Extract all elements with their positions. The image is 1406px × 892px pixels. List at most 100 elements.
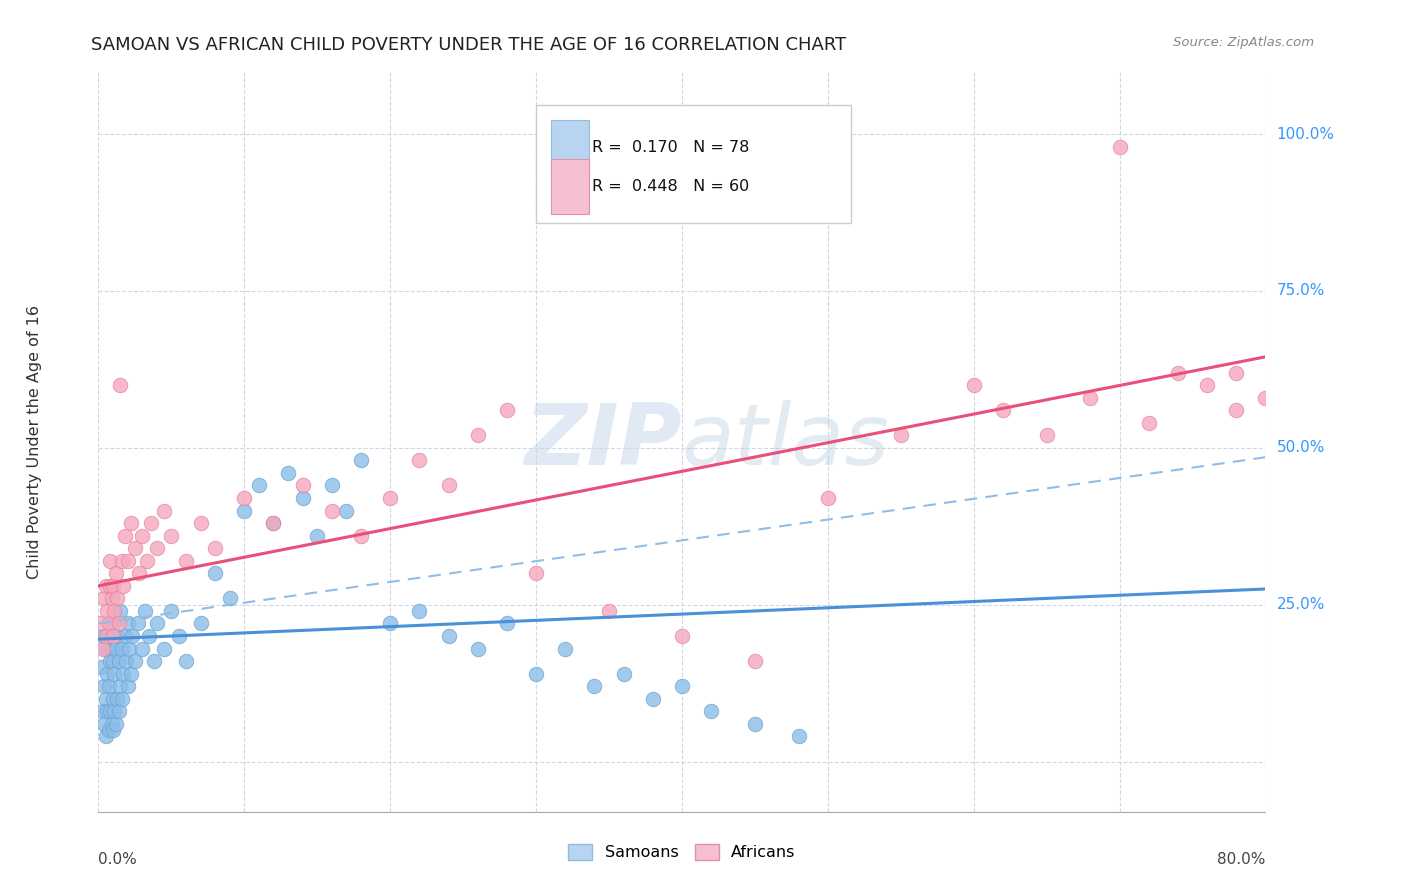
Point (114, 529, 136, 543)
Point (98, 654, 121, 668)
Point (1254, 391, 1277, 405)
Point (90, 660, 112, 674)
Point (321, 503, 343, 517)
Point (890, 428, 912, 442)
Point (1195, 378, 1218, 392)
Point (496, 616, 519, 631)
Point (408, 453, 430, 467)
Point (118, 641, 141, 656)
Point (97, 616, 120, 631)
Point (641, 691, 664, 706)
Point (1035, 428, 1057, 442)
Point (160, 604, 183, 618)
Point (612, 666, 634, 681)
Point (93, 591, 115, 606)
Point (1080, 391, 1102, 405)
Point (139, 516, 162, 530)
Point (124, 654, 146, 668)
FancyBboxPatch shape (551, 159, 589, 213)
Point (111, 554, 134, 568)
Point (101, 654, 124, 668)
FancyBboxPatch shape (551, 120, 589, 175)
Point (120, 666, 142, 681)
Point (105, 629, 128, 643)
Point (97, 723, 120, 738)
Point (100, 591, 122, 606)
Point (117, 616, 139, 631)
Point (190, 516, 212, 530)
Point (111, 691, 134, 706)
Point (671, 629, 693, 643)
Point (101, 579, 124, 593)
Point (114, 629, 136, 643)
FancyBboxPatch shape (536, 104, 851, 223)
Point (817, 491, 839, 505)
Point (153, 641, 176, 656)
Point (467, 428, 489, 442)
Point (105, 691, 128, 706)
Point (101, 629, 124, 643)
Point (117, 554, 139, 568)
Point (598, 604, 620, 618)
Point (110, 604, 132, 618)
Point (111, 641, 134, 656)
Point (138, 629, 160, 643)
Point (350, 529, 373, 543)
Point (100, 717, 122, 731)
Point (93, 717, 115, 731)
Point (110, 679, 132, 693)
Point (128, 566, 150, 581)
Point (105, 591, 128, 606)
Point (991, 403, 1014, 417)
Point (142, 654, 165, 668)
Text: SAMOAN VS AFRICAN CHILD POVERTY UNDER THE AGE OF 16 CORRELATION CHART: SAMOAN VS AFRICAN CHILD POVERTY UNDER TH… (91, 36, 846, 54)
Point (101, 691, 124, 706)
Point (127, 616, 149, 631)
Point (94, 629, 117, 643)
Point (103, 704, 125, 718)
Point (583, 679, 606, 693)
Point (91, 641, 114, 656)
Point (98, 579, 121, 593)
Point (307, 529, 329, 543)
Point (91, 629, 114, 643)
Point (671, 679, 693, 693)
Point (98, 704, 121, 718)
Point (112, 666, 135, 681)
Point (1167, 366, 1189, 380)
Text: Source: ZipAtlas.com: Source: ZipAtlas.com (1174, 36, 1315, 49)
Point (190, 616, 212, 631)
Point (1137, 416, 1160, 430)
Point (94, 691, 117, 706)
Point (174, 554, 197, 568)
Text: 100.0%: 100.0% (1277, 127, 1334, 142)
Point (524, 566, 547, 581)
Text: 80.0%: 80.0% (1218, 853, 1265, 867)
Text: R =  0.448   N = 60: R = 0.448 N = 60 (592, 178, 749, 194)
Point (96, 666, 118, 681)
Point (321, 478, 343, 492)
Point (103, 666, 125, 681)
Point (101, 616, 124, 631)
Point (496, 403, 519, 417)
Point (524, 666, 547, 681)
Point (131, 529, 153, 543)
Point (108, 654, 131, 668)
Point (218, 591, 240, 606)
Point (204, 566, 226, 581)
Point (101, 723, 124, 738)
Point (1225, 366, 1247, 380)
Point (204, 541, 226, 556)
Text: 0.0%: 0.0% (98, 853, 138, 867)
Point (437, 629, 460, 643)
Point (380, 616, 402, 631)
Point (153, 503, 176, 517)
Point (115, 654, 138, 668)
Text: R =  0.170   N = 78: R = 0.170 N = 78 (592, 140, 749, 154)
Legend: Samoans, Africans: Samoans, Africans (562, 838, 801, 867)
Point (146, 616, 169, 631)
Point (700, 704, 723, 718)
Point (554, 641, 576, 656)
Point (117, 679, 139, 693)
Point (104, 717, 127, 731)
